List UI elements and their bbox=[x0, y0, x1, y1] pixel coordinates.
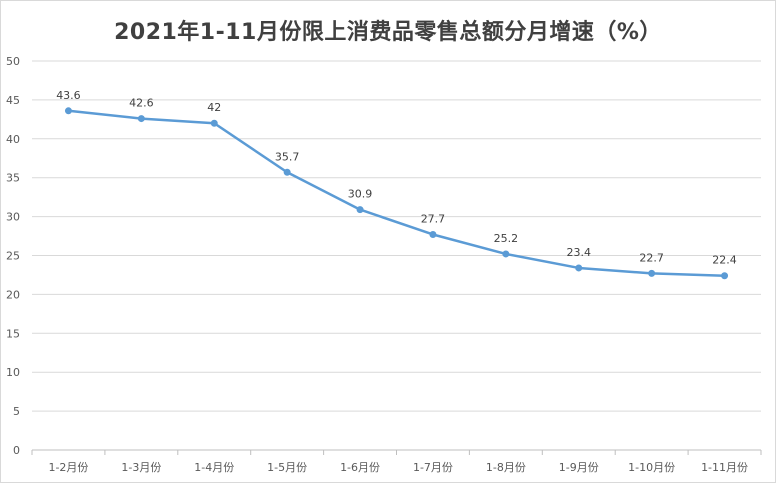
data-label: 25.2 bbox=[494, 232, 519, 245]
y-tick-label: 45 bbox=[6, 94, 20, 107]
x-tick-label: 1-4月份 bbox=[194, 461, 234, 474]
data-point bbox=[283, 168, 291, 176]
y-tick-label: 40 bbox=[6, 133, 20, 146]
y-tick-label: 35 bbox=[6, 172, 20, 185]
data-label: 22.4 bbox=[712, 254, 737, 267]
data-label: 23.4 bbox=[567, 246, 592, 259]
data-label: 35.7 bbox=[275, 150, 300, 163]
y-tick-label: 20 bbox=[6, 288, 20, 301]
data-point bbox=[210, 119, 218, 127]
y-tick-label: 30 bbox=[6, 211, 20, 224]
data-point bbox=[356, 206, 364, 214]
data-point bbox=[721, 272, 729, 280]
data-label: 30.9 bbox=[348, 188, 373, 201]
x-tick-label: 1-6月份 bbox=[340, 461, 380, 474]
data-point bbox=[64, 107, 72, 115]
x-tick-label: 1-7月份 bbox=[413, 461, 453, 474]
data-point bbox=[429, 230, 437, 238]
x-tick-label: 1-9月份 bbox=[559, 461, 599, 474]
data-label: 42 bbox=[207, 101, 221, 114]
x-tick-label: 1-5月份 bbox=[267, 461, 307, 474]
chart-title: 2021年1-11月份限上消费品零售总额分月增速（%） bbox=[114, 20, 662, 45]
y-tick-label: 10 bbox=[6, 366, 20, 379]
data-label: 43.6 bbox=[56, 89, 81, 102]
y-tick-label: 5 bbox=[13, 405, 20, 418]
x-tick-label: 1-8月份 bbox=[486, 461, 526, 474]
data-point bbox=[648, 269, 656, 277]
data-point bbox=[502, 250, 510, 258]
y-tick-label: 50 bbox=[6, 55, 20, 68]
x-tick-label: 1-3月份 bbox=[121, 461, 161, 474]
series-line bbox=[68, 109, 725, 277]
data-label: 27.7 bbox=[421, 212, 446, 225]
data-point bbox=[137, 115, 145, 123]
y-tick-label: 25 bbox=[6, 250, 20, 263]
x-tick-label: 1-2月份 bbox=[48, 461, 88, 474]
x-tick-label: 1-10月份 bbox=[628, 461, 675, 474]
data-label: 22.7 bbox=[639, 251, 664, 264]
y-tick-label: 15 bbox=[6, 327, 20, 340]
data-label: 42.6 bbox=[129, 97, 154, 110]
x-tick-label: 1-11月份 bbox=[701, 461, 748, 474]
data-point bbox=[575, 264, 583, 272]
y-tick-label: 0 bbox=[13, 444, 20, 457]
